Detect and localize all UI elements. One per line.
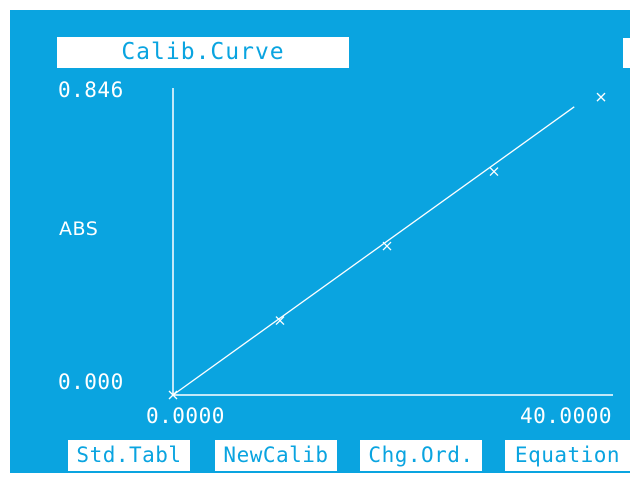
data-point-0 bbox=[168, 390, 178, 400]
instrument-screen: Calib.Curve 0.846 ABS 0.000 0.0000 40.00… bbox=[10, 10, 630, 473]
std-table-softkey[interactable]: Std.Tabl bbox=[68, 440, 190, 471]
data-point-3 bbox=[489, 167, 499, 177]
new-calib-softkey[interactable]: NewCalib bbox=[215, 440, 337, 471]
change-order-softkey[interactable]: Chg.Ord. bbox=[360, 440, 482, 471]
chart-title: Calib.Curve bbox=[57, 37, 349, 68]
data-point-4 bbox=[596, 92, 606, 102]
equation-softkey[interactable]: Equation bbox=[505, 440, 630, 471]
softkey-bar: Std.Tabl NewCalib Chg.Ord. Equation bbox=[10, 440, 630, 473]
scroll-marker bbox=[623, 38, 630, 68]
x-max-tick-label: 40.0000 bbox=[520, 404, 613, 428]
y-max-tick-label: 0.846 bbox=[58, 78, 124, 102]
calibration-plot bbox=[168, 88, 613, 400]
data-point-1 bbox=[275, 316, 285, 325]
y-min-tick-label: 0.000 bbox=[58, 370, 124, 394]
calibration-fit-line bbox=[172, 106, 575, 396]
x-min-tick-label: 0.0000 bbox=[146, 404, 225, 428]
data-point-2 bbox=[382, 241, 392, 251]
y-axis-label: ABS bbox=[59, 218, 99, 240]
